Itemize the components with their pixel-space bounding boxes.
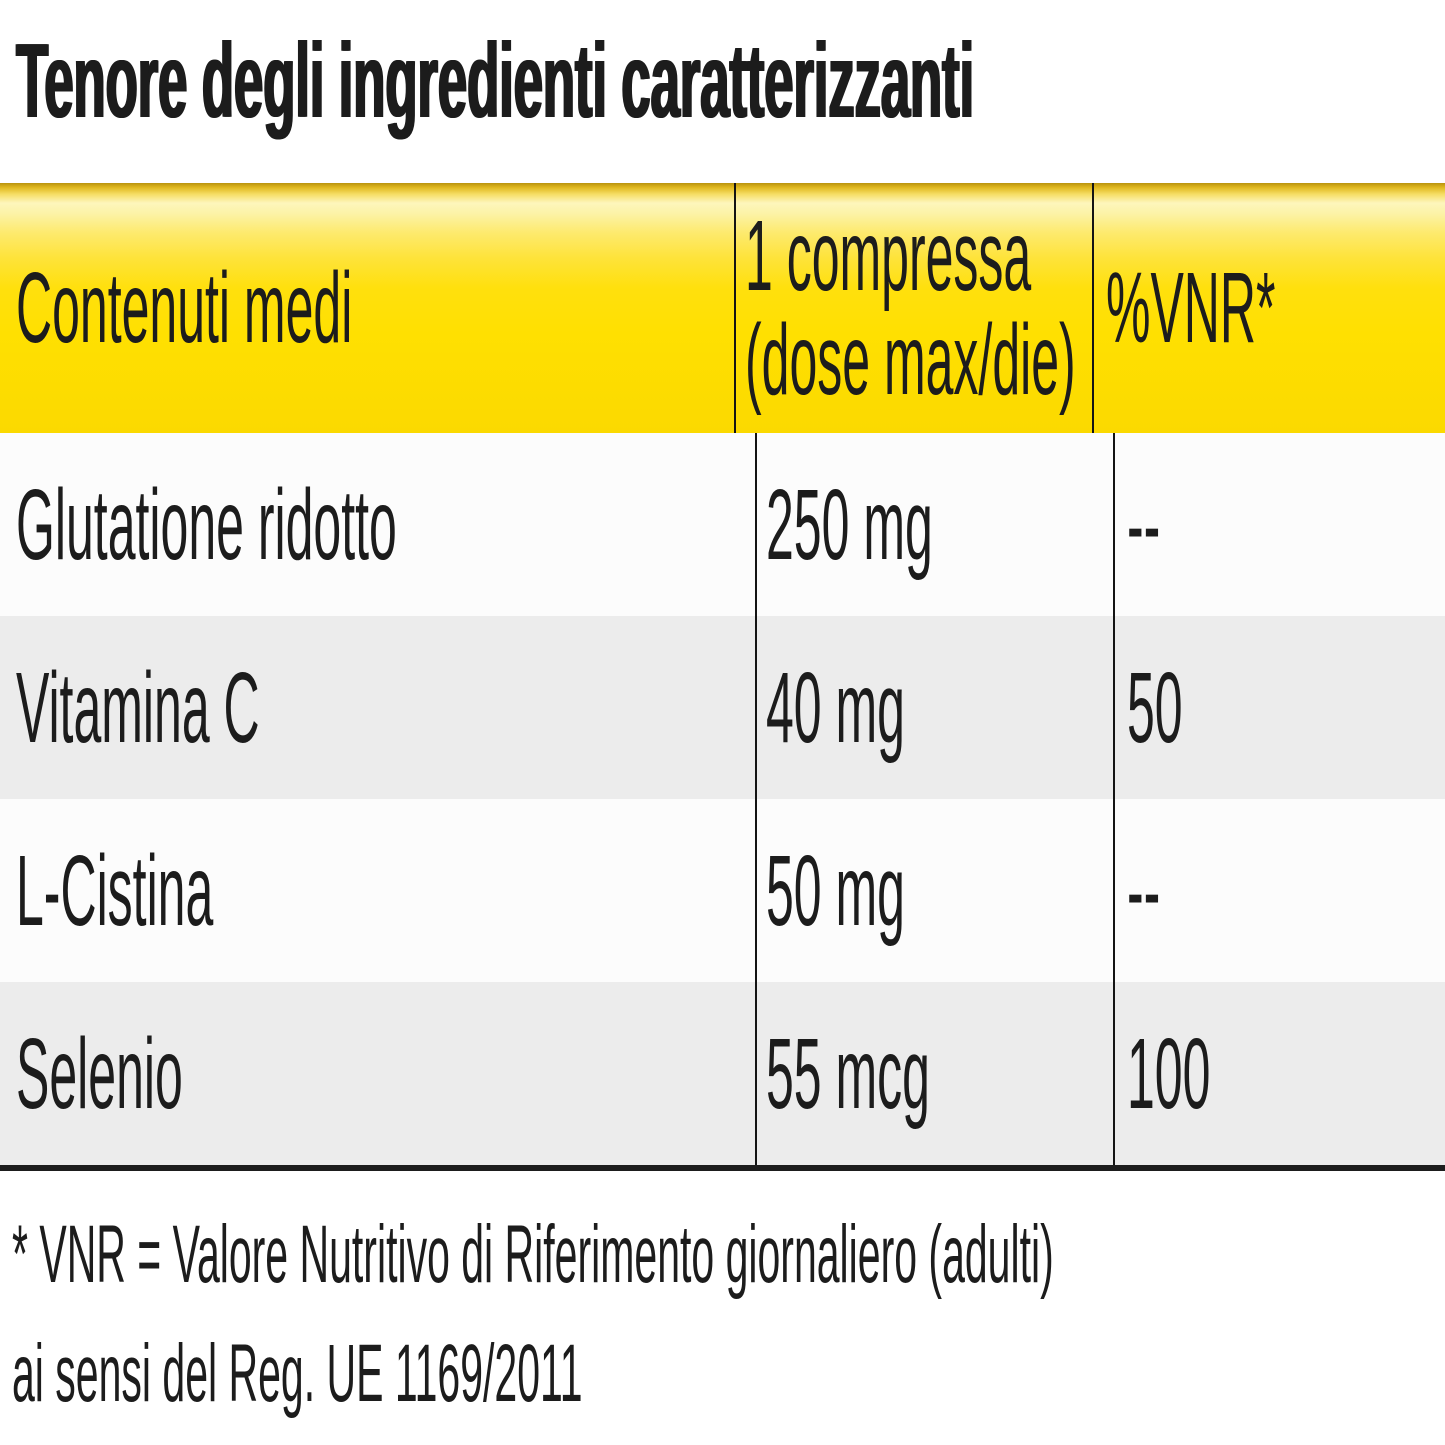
table-row-l-cistina: L-Cistina 50 mg --	[0, 799, 1445, 982]
header-cell-vnr: %VNR*	[1092, 183, 1445, 433]
ingredient-vnr: 50	[1127, 651, 1183, 764]
header-label-dose-line2: (dose max/die)	[745, 304, 1076, 416]
ingredient-vnr: --	[1127, 468, 1161, 581]
vnr-footnote: * VNR = Valore Nutritivo di Riferimento …	[12, 1196, 1445, 1434]
ingredient-amount: 50 mg	[766, 834, 905, 947]
header-cell-dose: 1 compressa (dose max/die)	[734, 183, 1092, 433]
ingredient-vnr-cell: --	[1113, 433, 1445, 616]
header-label-vnr: %VNR*	[1106, 252, 1276, 364]
ingredient-vnr-cell: 50	[1113, 616, 1445, 799]
table-header-row: Contenuti medi 1 compressa (dose max/die…	[0, 183, 1445, 433]
ingredient-vnr-cell: --	[1113, 799, 1445, 982]
header-label-dose-line1: 1 compressa	[745, 200, 1032, 312]
page-title-text: Tenore degli ingredienti caratterizzanti	[16, 22, 974, 140]
ingredient-amount: 40 mg	[766, 651, 905, 764]
ingredient-vnr: --	[1127, 834, 1161, 947]
footnote-line2: ai sensi del Reg. UE 1169/2011	[12, 1327, 583, 1419]
header-dose-line1-wrap: 1 compressa	[745, 204, 1317, 308]
header-dose-line2-wrap: (dose max/die)	[745, 308, 1406, 412]
ingredient-amount: 250 mg	[766, 468, 933, 581]
ingredient-name: L-Cistina	[16, 834, 214, 947]
table-row-glutatione: Glutatione ridotto 250 mg --	[0, 433, 1445, 616]
ingredient-name-cell: L-Cistina	[0, 799, 755, 982]
ingredient-amount-cell: 50 mg	[755, 799, 1113, 982]
ingredient-name: Vitamina C	[16, 651, 260, 764]
ingredient-name-cell: Vitamina C	[0, 616, 755, 799]
footnote-line1: * VNR = Valore Nutritivo di Riferimento …	[12, 1209, 1054, 1300]
page-title: Tenore degli ingredienti caratterizzanti	[16, 28, 1445, 134]
ingredient-amount-cell: 40 mg	[755, 616, 1113, 799]
ingredient-vnr: 100	[1127, 1017, 1211, 1130]
ingredients-table: Contenuti medi 1 compressa (dose max/die…	[0, 183, 1445, 1171]
ingredient-name-cell: Glutatione ridotto	[0, 433, 755, 616]
ingredient-amount-cell: 55 mcg	[755, 982, 1113, 1165]
table-row-selenio: Selenio 55 mcg 100	[0, 982, 1445, 1165]
ingredient-name: Selenio	[16, 1017, 183, 1130]
header-cell-contenuti-medi: Contenuti medi	[0, 183, 734, 433]
table-row-vitamina-c: Vitamina C 40 mg 50	[0, 616, 1445, 799]
ingredient-amount-cell: 250 mg	[755, 433, 1113, 616]
header-label-contenuti-medi: Contenuti medi	[16, 252, 353, 364]
ingredient-vnr-cell: 100	[1113, 982, 1445, 1165]
footnote-line2-wrap: ai sensi del Reg. UE 1169/2011	[12, 1315, 1445, 1434]
ingredient-name-cell: Selenio	[0, 982, 755, 1165]
ingredient-amount: 55 mcg	[766, 1017, 930, 1130]
ingredient-name: Glutatione ridotto	[16, 468, 397, 581]
footnote-line1-wrap: * VNR = Valore Nutritivo di Riferimento …	[12, 1196, 1445, 1315]
